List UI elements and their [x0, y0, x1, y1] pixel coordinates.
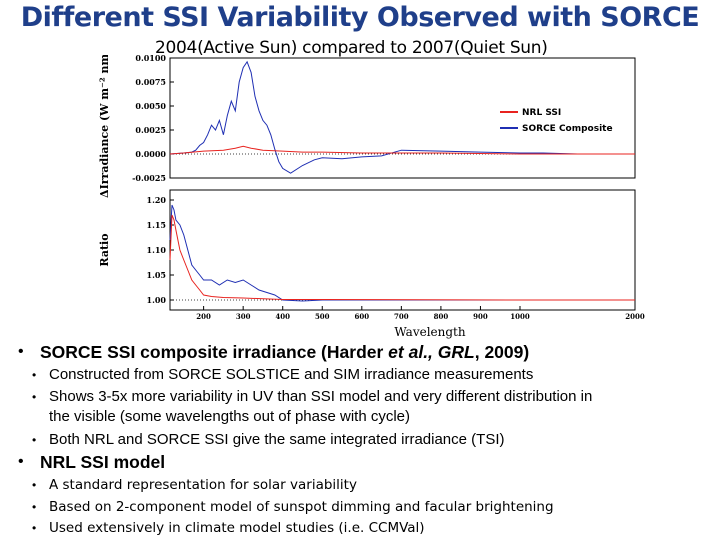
series-line-sorce-composite	[169, 60, 635, 174]
bullet-dot: •	[32, 433, 37, 447]
x-tick-label: 2000	[625, 312, 645, 321]
legend-label: NRL SSI	[522, 108, 561, 118]
ratio-panel: 1.20 1.15 1.10 1.05 1.00 Ratio 200 300 400 500 600…	[98, 189, 645, 339]
y-tick-label: 1.15	[147, 220, 166, 230]
bullet-sorce: SORCE SSI composite irradiance (Harder e…	[40, 342, 529, 363]
x-tick-label: 500	[315, 312, 330, 321]
x-tick-label: 900	[473, 312, 488, 321]
series-line-nrl-ssi	[169, 214, 635, 301]
x-tick-label: 800	[434, 312, 449, 321]
bullet-sorce-italic: et al., GRL	[388, 342, 475, 362]
bullet-sub: Based on 2-component model of sunspot di…	[49, 499, 554, 515]
slide-subtitle: 2004(Active Sun) compared to 2007(Quiet …	[155, 38, 548, 58]
x-axis-label: Wavelength	[394, 325, 465, 339]
y-tick-label: 1.20	[147, 195, 167, 205]
bullet-dot: •	[32, 368, 37, 382]
bullet-dot: •	[18, 453, 24, 470]
bullet-dot: •	[18, 343, 24, 360]
y-tick-label: 0.0050	[135, 101, 166, 111]
y-tick-label: 0.0100	[135, 55, 166, 63]
y-tick-label: 0.0025	[135, 125, 166, 135]
y-tick-label: 0.0075	[135, 77, 166, 87]
bullet-dot: •	[32, 478, 37, 492]
bullet-sub: Both NRL and SORCE SSI give the same int…	[49, 431, 505, 448]
legend-label: SORCE Composite	[522, 124, 613, 134]
plot-frame	[169, 57, 636, 179]
irradiance-panel: 0.0100 0.0075 0.0050 0.0025 0.0000 -0.0025 ΔIr…	[98, 55, 636, 198]
y-tick-label: -0.0025	[132, 173, 166, 183]
y-tick-label: 1.00	[147, 295, 167, 305]
y-axis-label: Ratio	[98, 233, 111, 266]
x-tick-label: 700	[394, 312, 409, 321]
bullet-sorce-suffix: , 2009)	[474, 342, 530, 362]
series-line-nrl-ssi	[169, 145, 635, 155]
y-axis-label: ΔIrradiance (W m⁻² nm⁻¹)	[98, 55, 111, 198]
bullet-dot: •	[32, 500, 37, 514]
plot-frame	[169, 189, 636, 311]
bullet-sub-continued: the visible (some wavelengths out of pha…	[49, 408, 411, 425]
x-tick-label: 200	[196, 312, 211, 321]
y-tick-label: 1.10	[147, 245, 167, 255]
series-line-sorce-composite	[169, 204, 635, 302]
x-tick-label: 600	[354, 312, 369, 321]
bullet-sub: Used extensively in climate model studie…	[49, 520, 425, 536]
x-tick-label: 400	[275, 312, 290, 321]
bullet-sub: Shows 3-5x more variability in UV than S…	[49, 388, 593, 405]
bullet-sorce-prefix: SORCE SSI composite irradiance (Harder	[40, 342, 389, 362]
x-tick-label: 300	[236, 312, 251, 321]
y-tick-label: 0.0000	[135, 149, 166, 159]
slide-title: Different SSI Variability Observed with …	[20, 2, 700, 33]
bullet-sub: A standard representation for solar vari…	[49, 477, 357, 493]
x-tick-label: 1000	[510, 312, 530, 321]
y-tick-label: 1.05	[147, 270, 166, 280]
bullet-sub: Constructed from SORCE SOLSTICE and SIM …	[49, 366, 534, 383]
ssi-chart: 0.0100 0.0075 0.0050 0.0025 0.0000 -0.0025 ΔIr…	[98, 55, 645, 339]
bullet-nrl: NRL SSI model	[40, 452, 166, 472]
bullet-dot: •	[32, 390, 37, 404]
bullet-dot: •	[32, 521, 37, 535]
